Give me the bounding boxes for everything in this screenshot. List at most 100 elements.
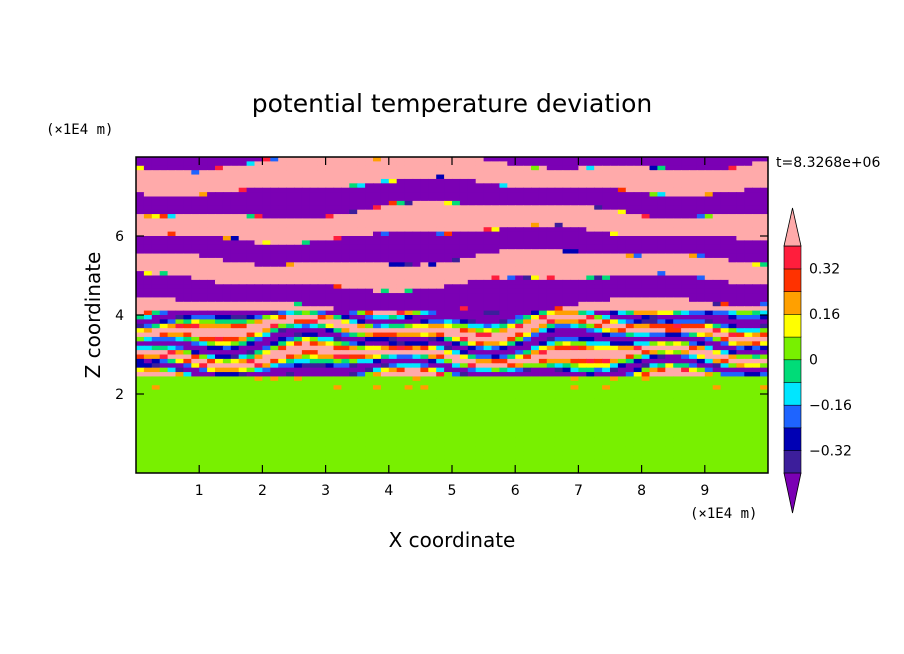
- field-cell: [523, 174, 532, 180]
- field-cell: [625, 354, 635, 360]
- field-cell: [207, 301, 216, 307]
- field-cell: [215, 350, 224, 356]
- field-cell: [483, 271, 493, 277]
- field-cell: [159, 420, 169, 426]
- field-cell: [467, 341, 477, 347]
- field-cell: [301, 315, 311, 320]
- field-cell: [238, 429, 248, 435]
- field-cell: [696, 288, 706, 294]
- field-cell: [483, 227, 493, 233]
- field-cell: [649, 341, 658, 347]
- field-cell: [515, 372, 524, 378]
- field-cell: [207, 380, 216, 386]
- field-cell: [586, 394, 595, 399]
- field-cell: [475, 200, 485, 206]
- field-cell: [420, 323, 429, 329]
- field-cell: [641, 297, 651, 303]
- field-cell: [365, 429, 374, 435]
- field-cell: [159, 231, 169, 237]
- field-cell: [483, 363, 493, 369]
- field-cell: [436, 310, 445, 316]
- field-cell: [491, 363, 500, 369]
- field-cell: [665, 297, 674, 303]
- field-cell: [712, 354, 722, 360]
- field-cell: [278, 227, 287, 233]
- field-cell: [159, 240, 169, 246]
- field-cell: [396, 402, 406, 408]
- field-cell: [538, 253, 548, 259]
- field-cell: [720, 424, 730, 430]
- field-cell: [317, 183, 327, 189]
- field-cell: [657, 165, 666, 171]
- field-cell: [183, 209, 192, 215]
- field-cell: [278, 231, 287, 237]
- field-cell: [562, 249, 572, 255]
- field-cell: [602, 336, 611, 342]
- field-cell: [246, 376, 256, 382]
- field-cell: [167, 244, 177, 250]
- field-cell: [341, 240, 350, 246]
- field-cell: [507, 415, 516, 421]
- field-cell: [222, 257, 232, 263]
- field-cell: [459, 218, 469, 224]
- field-cell: [388, 266, 398, 272]
- field-cell: [586, 341, 595, 347]
- field-cell: [483, 196, 493, 202]
- field-cell: [546, 424, 556, 430]
- field-cell: [689, 205, 698, 211]
- field-cell: [412, 222, 421, 228]
- field-cell: [491, 262, 500, 268]
- field-cell: [538, 420, 548, 426]
- field-cell: [586, 157, 595, 162]
- field-cell: [625, 222, 635, 228]
- field-cell: [760, 279, 768, 285]
- field-cell: [215, 301, 224, 307]
- field-cell: [436, 354, 445, 360]
- field-cell: [610, 288, 619, 294]
- field-cell: [602, 328, 611, 334]
- field-cell: [602, 165, 611, 171]
- field-cell: [222, 244, 232, 250]
- field-cell: [365, 293, 374, 299]
- field-cell: [270, 310, 279, 316]
- field-cell: [167, 341, 177, 347]
- field-cell: [436, 411, 445, 417]
- field-cell: [602, 332, 611, 338]
- field-cell: [712, 262, 722, 268]
- field-cell: [238, 279, 248, 285]
- field-cell: [151, 288, 161, 294]
- field-cell: [515, 323, 524, 329]
- field-cell: [191, 284, 200, 290]
- field-cell: [475, 214, 485, 220]
- field-cell: [617, 196, 627, 202]
- field-cell: [578, 385, 587, 391]
- field-cell: [515, 328, 524, 334]
- field-cell: [207, 157, 216, 162]
- field-cell: [199, 385, 208, 391]
- field-cell: [452, 350, 461, 356]
- field-cell: [191, 350, 200, 356]
- field-cell: [309, 236, 319, 241]
- field-cell: [704, 240, 714, 246]
- field-cell: [428, 424, 437, 430]
- field-cell: [633, 301, 643, 307]
- field-cell: [167, 209, 177, 215]
- field-cell: [183, 297, 192, 303]
- field-cell: [365, 214, 374, 220]
- field-cell: [436, 402, 445, 408]
- field-cell: [317, 236, 327, 241]
- field-cell: [673, 288, 682, 294]
- field-cell: [546, 284, 556, 290]
- field-cell: [270, 332, 279, 338]
- field-cell: [317, 358, 327, 364]
- field-cell: [515, 275, 524, 281]
- field-cell: [309, 363, 319, 369]
- field-cell: [704, 253, 714, 259]
- field-cell: [523, 244, 532, 250]
- field-cell: [459, 341, 469, 347]
- field-cell: [309, 389, 319, 395]
- field-cell: [309, 376, 319, 382]
- field-cell: [191, 389, 200, 395]
- field-cell: [444, 209, 453, 215]
- field-cell: [159, 244, 169, 250]
